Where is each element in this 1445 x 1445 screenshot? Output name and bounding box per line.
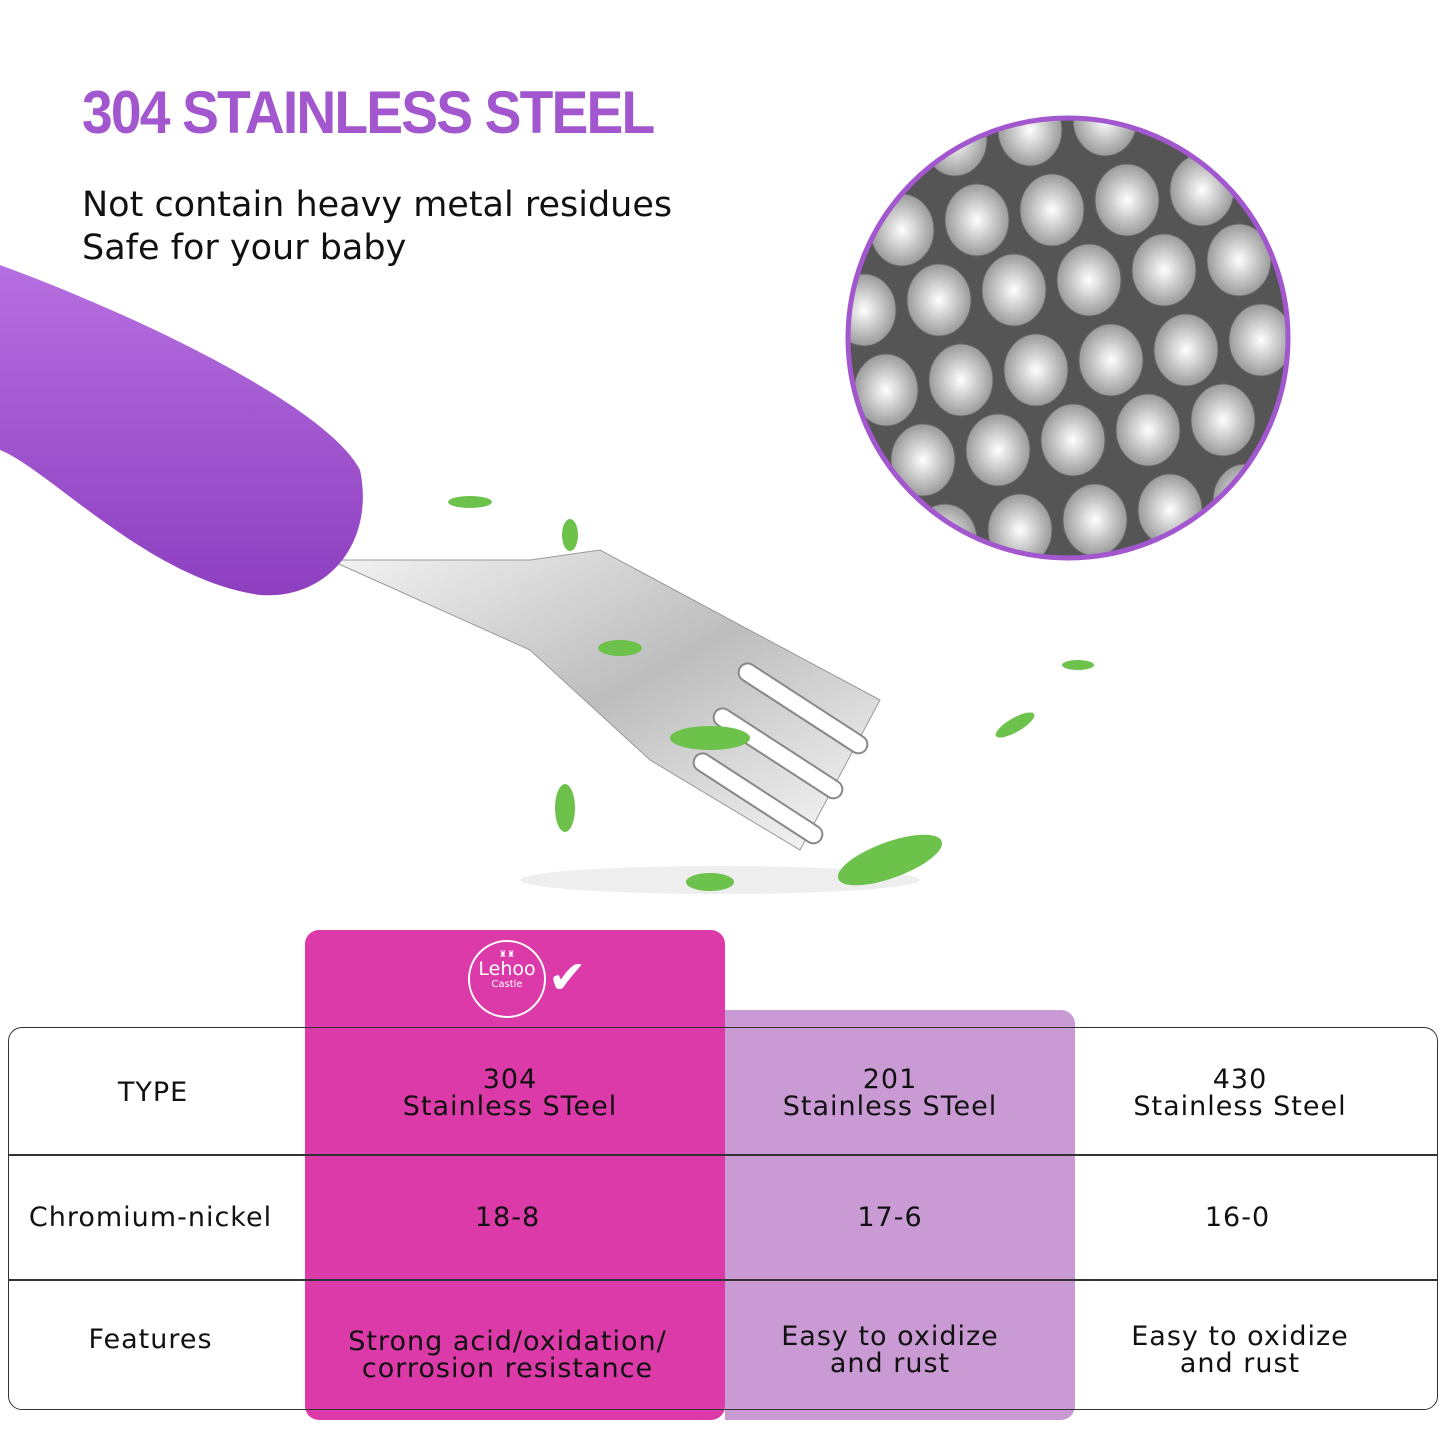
subtitle-line-2: Safe for your baby xyxy=(82,228,407,268)
features-430: Easy to oxidize and rust xyxy=(1131,1321,1349,1379)
rod-end xyxy=(1078,323,1144,397)
rod-end xyxy=(906,263,972,337)
rod-end xyxy=(912,503,978,558)
subtitle-line-1: Not contain heavy metal residues xyxy=(82,185,673,225)
fork-tines xyxy=(692,662,869,845)
rod-end xyxy=(1019,173,1085,247)
rod-end xyxy=(1190,383,1256,457)
row-divider xyxy=(8,1279,1438,1281)
rod-end xyxy=(1153,313,1219,387)
rod-end xyxy=(1244,143,1288,217)
leaf-icons xyxy=(448,496,1094,891)
row-header-features: Features xyxy=(88,1323,213,1355)
rod-end xyxy=(1222,118,1288,137)
rod-end xyxy=(848,118,913,187)
rod-end xyxy=(981,253,1047,327)
rod-end xyxy=(1131,233,1197,307)
comparison-table xyxy=(8,1027,1438,1410)
rod-end xyxy=(928,343,994,417)
rod-end xyxy=(869,193,935,267)
ratio-304: 18-8 xyxy=(474,1201,541,1233)
rod-end xyxy=(1206,223,1272,297)
logo-subtext: Castle xyxy=(491,979,523,990)
row-header-chromium-nickel: Chromium-nickel xyxy=(28,1201,273,1233)
fork-illustration xyxy=(0,115,1291,894)
column-201-highlight xyxy=(725,1010,1075,1420)
row-divider xyxy=(8,1154,1438,1156)
rod-end xyxy=(1040,403,1106,477)
rod-end xyxy=(848,273,897,347)
rod-end xyxy=(1228,303,1288,377)
rod-end xyxy=(1115,393,1181,467)
features-201: Easy to oxidize and rust xyxy=(781,1321,999,1379)
ratio-430: 16-0 xyxy=(1204,1201,1271,1233)
features-304: Strong acid/oxidation/corrosion resistan… xyxy=(348,1326,667,1384)
rod-end xyxy=(1062,483,1128,557)
page-title: 304 STAINLESS STEEL xyxy=(82,79,655,146)
rod-end xyxy=(890,423,956,497)
fork-handle xyxy=(0,265,363,596)
type-201: 201 Stainless STeel xyxy=(782,1063,998,1122)
rod-end xyxy=(944,183,1010,257)
row-header-type: TYPE xyxy=(117,1077,189,1108)
ratio-201: 17-6 xyxy=(857,1201,923,1233)
check-icon: ✔ xyxy=(548,950,587,1004)
logo-text: Lehoo xyxy=(478,958,536,980)
rod-end xyxy=(1003,333,1069,407)
steel-rods-image xyxy=(845,115,1291,561)
rod-end xyxy=(997,118,1063,167)
rod-end xyxy=(1212,463,1278,537)
brand-logo: ♜♜ Lehoo Castle xyxy=(468,940,546,1018)
fork-head xyxy=(329,549,881,851)
rod-end xyxy=(1094,163,1160,237)
rod-end xyxy=(848,433,881,507)
rod-end xyxy=(1056,243,1122,317)
rod-end xyxy=(965,413,1031,487)
rod-end xyxy=(848,513,903,558)
type-430: 430 Stainless Steel xyxy=(1133,1063,1347,1122)
type-304: 304 Stainless STeel xyxy=(402,1063,618,1122)
